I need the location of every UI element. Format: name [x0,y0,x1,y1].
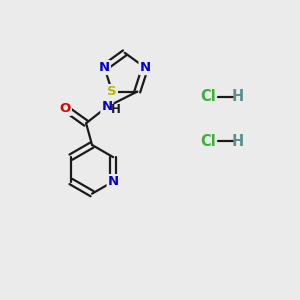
Text: Cl: Cl [200,89,216,104]
Text: N: N [140,61,151,74]
Text: N: N [101,100,112,113]
Text: H: H [232,89,244,104]
Text: H: H [111,103,121,116]
Text: N: N [108,175,119,188]
Text: N: N [99,61,110,74]
Text: O: O [60,102,71,115]
Text: S: S [107,85,117,98]
Text: Cl: Cl [200,134,216,148]
Text: H: H [232,134,244,148]
